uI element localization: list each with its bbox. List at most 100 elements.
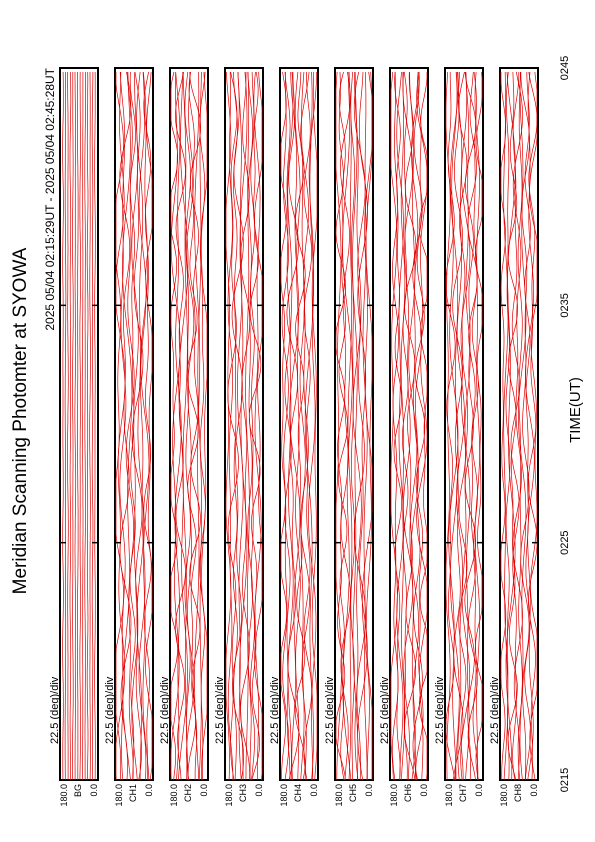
panel-frame (224, 67, 264, 781)
trace (410, 72, 420, 781)
panel-bottom: 0.0 (199, 784, 209, 797)
trace (250, 71, 256, 781)
panel-channel: CH5 (348, 784, 358, 802)
trace (300, 71, 310, 781)
panel-channel: BG (73, 784, 83, 797)
trace (456, 71, 465, 781)
trace (529, 71, 538, 781)
trace (72, 72, 74, 781)
panel-frame (334, 67, 374, 781)
trace (178, 71, 189, 781)
trace (449, 71, 460, 781)
trace (145, 71, 153, 781)
x-tick-label: 0215 (559, 768, 571, 792)
panel-bottom: 0.0 (144, 784, 154, 797)
panel-scale: 22.5 (deg)/div (159, 676, 171, 744)
trace (361, 71, 373, 780)
panel-bottom: 0.0 (254, 784, 264, 797)
trace (197, 71, 202, 781)
trace (119, 71, 127, 781)
trace (115, 71, 126, 781)
trace (174, 71, 182, 781)
panel-top: 180.0 (169, 784, 179, 807)
trace (402, 71, 414, 781)
trace (393, 71, 402, 781)
trace (254, 71, 263, 781)
trace (342, 71, 353, 781)
panel-top: 180.0 (389, 784, 399, 807)
trace (62, 71, 64, 780)
trace (464, 71, 477, 781)
trace (186, 71, 195, 781)
trace (189, 71, 201, 780)
landscape-plot: Meridian Scanning Photomter at SYOWA 202… (10, 56, 584, 807)
trace (467, 71, 478, 781)
panel-top: 180.0 (499, 784, 509, 807)
x-tick-label: 0225 (559, 530, 571, 554)
trace (512, 71, 524, 781)
trace (79, 71, 81, 781)
panel-scale: 22.5 (deg)/div (324, 676, 336, 744)
trace (414, 71, 426, 781)
trace (239, 71, 248, 780)
trace (227, 71, 239, 781)
trace (390, 71, 398, 781)
trace (67, 72, 69, 780)
trace (517, 71, 523, 781)
trace (253, 71, 262, 781)
trace (448, 71, 459, 780)
trace (115, 72, 124, 781)
trace (294, 71, 301, 781)
panel-top: 180.0 (334, 784, 344, 807)
panel-channel: CH4 (293, 784, 303, 802)
subtitle: 2025 05/04 02:15:29UT - 2025 05/04 02:45… (43, 67, 57, 330)
title: Meridian Scanning Photomter at SYOWA (10, 247, 31, 594)
trace (69, 71, 72, 780)
trace (400, 72, 406, 781)
trace (500, 72, 507, 781)
panel-frame (59, 67, 99, 781)
trace (77, 71, 79, 780)
trace (122, 71, 133, 781)
trace (170, 71, 179, 781)
panel-scale: 22.5 (deg)/div (434, 676, 446, 744)
trace (471, 71, 479, 781)
trace (503, 71, 509, 781)
panel-scale: 22.5 (deg)/div (489, 676, 501, 744)
trace (452, 71, 464, 781)
trace (520, 71, 530, 781)
trace (119, 71, 132, 781)
trace (460, 71, 471, 781)
trace (352, 71, 362, 781)
panel-top: 180.0 (59, 784, 69, 807)
x-tick-label: 0245 (559, 56, 571, 80)
panel-scale: 22.5 (deg)/div (49, 676, 61, 744)
trace (286, 71, 300, 781)
panel-scale: 22.5 (deg)/div (104, 676, 116, 744)
trace (335, 71, 342, 780)
panel-scale: 22.5 (deg)/div (269, 676, 281, 744)
panel-bottom: 0.0 (529, 784, 539, 797)
trace (140, 71, 150, 781)
trace (131, 71, 144, 781)
panel-channel: CH7 (458, 784, 468, 802)
trace (131, 71, 139, 781)
panel-top: 180.0 (224, 784, 234, 807)
trace (303, 71, 312, 781)
trace (89, 72, 91, 781)
panel-channel: CH1 (128, 784, 138, 802)
panel-channel: CH2 (183, 784, 193, 802)
trace (84, 71, 86, 781)
panel-bottom: 0.0 (89, 784, 99, 797)
trace (227, 71, 234, 780)
trace (352, 71, 359, 781)
trace (170, 71, 181, 781)
trace (287, 71, 294, 781)
panel-bottom: 0.0 (364, 784, 374, 797)
trace (225, 71, 232, 781)
trace (510, 72, 520, 781)
trace (340, 71, 351, 781)
trace (362, 71, 368, 781)
